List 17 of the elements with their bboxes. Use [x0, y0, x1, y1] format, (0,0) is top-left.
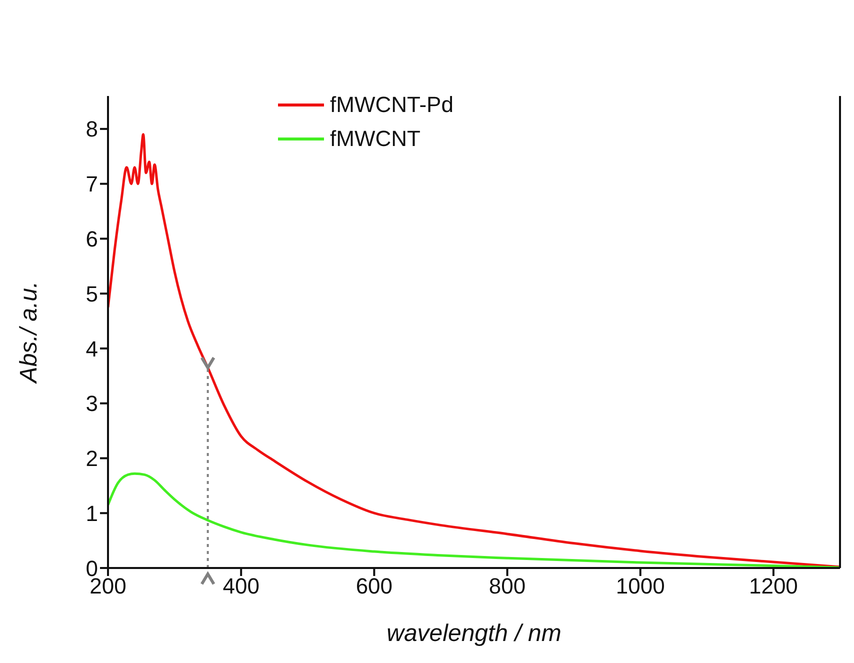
y-tick-label: 2 [86, 446, 98, 472]
y-tick-label: 6 [86, 226, 98, 252]
y-tick-label: 8 [86, 116, 98, 142]
legend-label: fMWCNT [330, 125, 420, 153]
y-axis-title: Abs./ a.u. [16, 281, 43, 385]
x-tick-label: 600 [356, 574, 393, 599]
x-tick-label: 1200 [748, 574, 798, 599]
y-tick-label: 4 [86, 336, 98, 362]
y-tick-label: 7 [86, 172, 98, 197]
x-axis-title: wavelength / nm [386, 620, 562, 647]
x-tick-label: 1000 [616, 574, 665, 599]
y-tick-label: 1 [86, 500, 98, 526]
y-tick-label: 3 [86, 391, 98, 416]
legend-label: fMWCNT-Pd [330, 91, 454, 119]
y-tick-label: 5 [86, 281, 98, 306]
x-tick-label: 400 [222, 574, 260, 599]
x-tick-label: 800 [488, 574, 526, 599]
